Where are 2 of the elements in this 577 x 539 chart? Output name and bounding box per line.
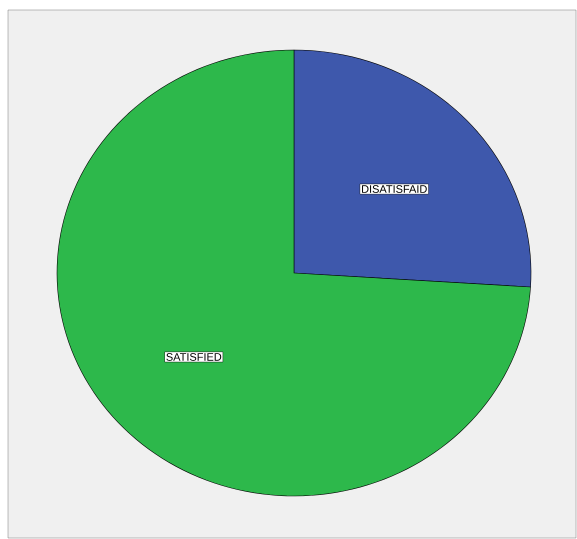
slice-label: SATISFIED	[166, 353, 222, 361]
slice-label: DISATISFAID	[362, 185, 427, 193]
